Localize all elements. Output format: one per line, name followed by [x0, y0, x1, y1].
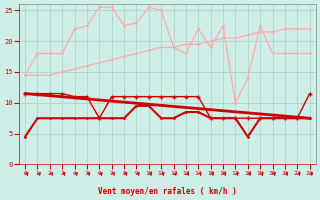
X-axis label: Vent moyen/en rafales ( km/h ): Vent moyen/en rafales ( km/h ): [98, 187, 237, 196]
